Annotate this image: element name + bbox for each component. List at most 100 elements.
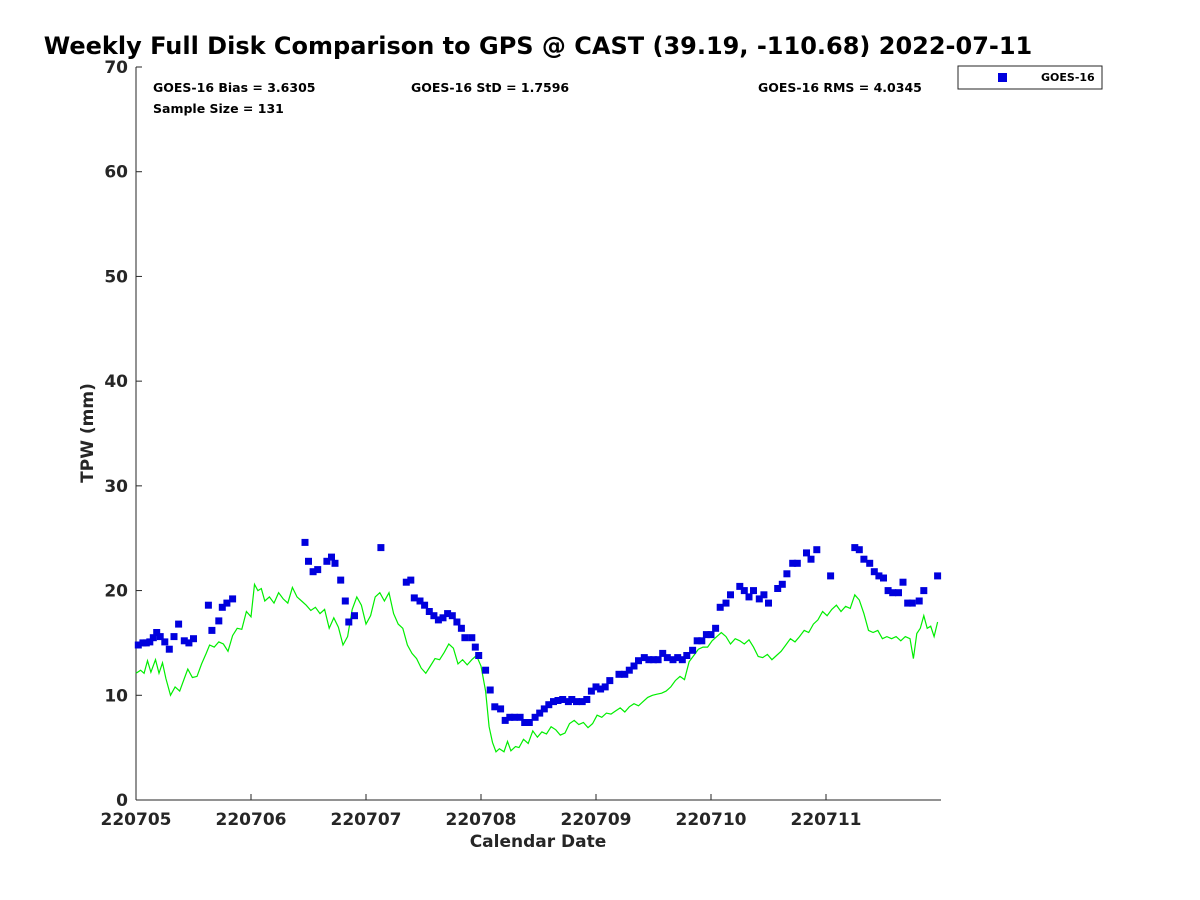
goes16-point [540,705,548,713]
goes16-point [875,572,883,580]
goes16-point [760,591,768,599]
goes16-point [578,698,586,706]
goes16-point [345,618,353,626]
goes16-point [215,617,223,625]
goes16-point [934,572,942,580]
goes16-point [778,580,786,588]
goes16-point [204,601,212,609]
goes16-point [430,612,438,620]
x-axis-ticks: 220705 220706 220707 220708 220709 220710 2207… [101,794,862,830]
goes16-point [161,638,169,646]
goes16-point [663,654,671,662]
goes16-point [229,595,237,603]
goes16-point [146,638,154,646]
goes16-point [895,589,902,597]
goes16-point [134,641,142,649]
x-tick-label: 220711 [791,810,862,830]
goes16-point [439,614,447,622]
goes16-point [531,713,539,721]
goes16-point [314,566,322,574]
x-tick-label: 220710 [676,810,747,830]
goes16-point [190,635,197,643]
goes16-point [475,652,483,659]
goes16-point [497,705,505,713]
goes16-point [920,587,928,595]
goes16-point [506,713,514,721]
y-tick-label: 60 [104,163,128,183]
goes16-point [674,654,682,662]
goes16-point [573,698,580,706]
goes16-point [722,599,730,607]
x-tick-label: 220705 [101,810,172,830]
goes16-point [457,624,465,632]
goes16-point [592,683,600,691]
goes16-point [448,612,456,620]
goes16-point [621,670,629,678]
goes16-point [899,578,907,586]
stat-rms: GOES-16 RMS = 4.0345 [758,80,922,95]
goes16-point [218,603,226,611]
goes16-point [545,701,553,709]
goes16-point [156,633,164,641]
goes16-point [707,631,715,639]
goes16-point [827,572,835,580]
x-tick-label: 220709 [561,810,632,830]
goes16-point [678,656,686,664]
goes16-point [736,582,744,590]
x-axis-label: Calendar Date [470,832,607,852]
goes16-point [669,656,677,664]
goes16-point [587,687,595,695]
goes16-point [698,637,706,645]
goes16-point [165,645,173,653]
goes16-point [727,591,734,599]
goes16-point [153,629,161,636]
goes16-point [870,568,878,576]
y-tick-label: 70 [104,58,128,78]
goes16-point [305,557,312,565]
goes16-point [568,696,576,703]
goes16-point [716,603,724,611]
goes16-point [525,719,533,726]
x-tick-label: 220706 [216,810,287,830]
goes16-point [208,626,216,634]
goes16-point [793,559,801,567]
goes16-point [851,544,859,552]
goes16-point [468,634,476,642]
goes16-point [149,634,157,642]
goes16-point [855,546,863,554]
goes16-point [170,633,178,641]
goes16-point [813,546,821,554]
goes16-point [908,599,916,607]
goes16-point [491,703,499,711]
goes16-point [486,686,494,694]
y-tick-label: 10 [104,686,128,706]
goes16-point [615,670,623,678]
goes16-point [750,587,757,595]
goes16-point [765,599,772,607]
goes16-point [866,559,874,567]
goes16-point [860,555,868,563]
goes16-point [789,559,797,567]
goes16-point [625,666,633,674]
goes16-point [416,597,424,605]
goes16-point [421,601,429,609]
y-tick-label: 20 [104,582,128,602]
y-tick-label: 0 [116,791,128,811]
goes16-point [223,599,231,607]
series-layer [134,538,942,753]
goes16-point [774,585,782,592]
goes16-point [471,643,479,651]
goes16-point [640,654,648,662]
goes16-point [516,713,524,721]
goes16-point [180,637,188,645]
goes16-point [583,696,591,703]
goes16-point [521,719,529,726]
legend: GOES-16 [957,65,1103,90]
goes16-point [309,568,317,576]
goes16-point [501,716,509,724]
goes16-point [434,616,442,624]
chart-title: Weekly Full Disk Comparison to GPS @ CAS… [44,32,1033,60]
y-tick-label: 40 [104,372,128,392]
goes16-point [654,656,662,664]
